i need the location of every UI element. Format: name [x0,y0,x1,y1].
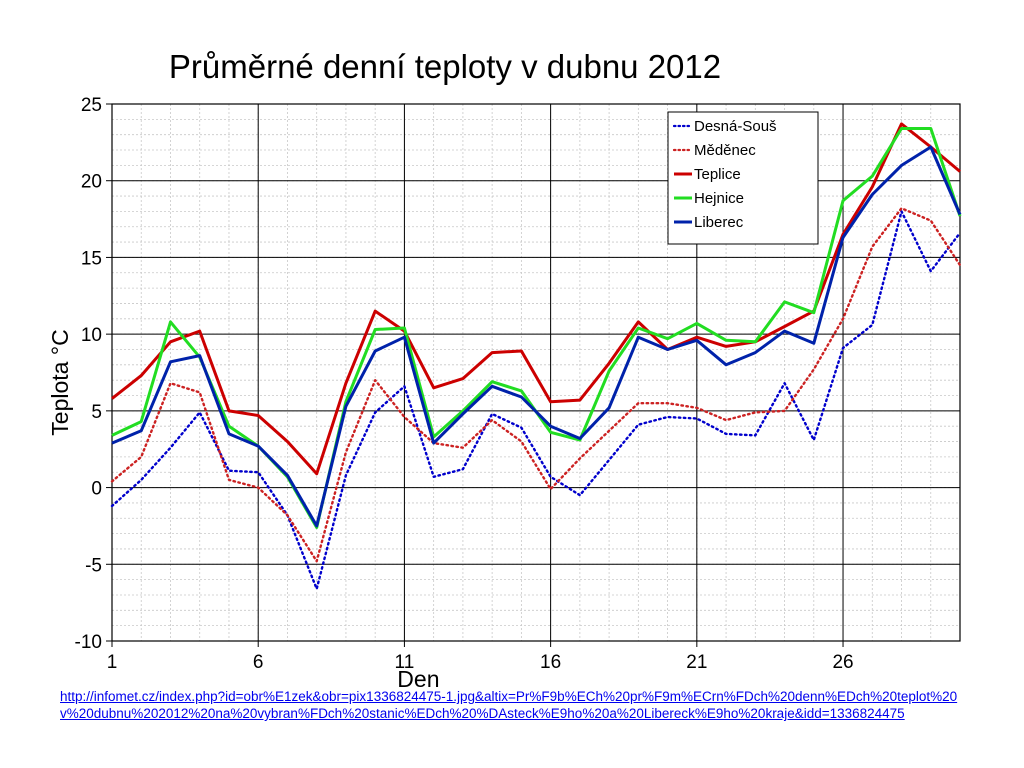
y-tick-label: 0 [91,479,102,500]
series-line-4 [111,127,962,529]
y-tick-label: -10 [75,632,102,653]
series-line-5 [111,145,962,528]
y-tick-label: 20 [81,172,102,193]
x-tick-label: 6 [253,652,264,673]
legend-box [667,111,819,245]
y-tick-label: 15 [81,248,102,269]
y-axis-label: Teplota °C [47,329,73,435]
legend-label: Teplice [694,166,741,183]
chart-title: Průměrné denní teploty v dubnu 2012 [169,48,721,85]
y-tick-label: 10 [81,325,102,346]
x-axis-ticks: 1 6 11 16 21 26 [107,641,854,673]
legend: Desná-Souš Měděnec Teplice Hejnice Liberec [667,111,819,245]
y-tick-label: 25 [81,95,102,116]
y-tick-label: 5 [91,402,102,423]
series-layer [110,122,962,590]
x-tick-label: 21 [686,652,707,673]
source-link[interactable]: http://infomet.cz/index.php?id=obr%E1zek… [60,689,958,721]
x-tick-label: 11 [395,652,415,673]
minor-grid [111,103,961,642]
x-axis-label: Den [397,666,439,690]
plot-frame [111,103,961,642]
series-line-1 [110,210,962,590]
legend-label: Desná-Souš [694,118,777,135]
y-tick-label: -5 [85,555,102,576]
y-axis-ticks: -10 -5 0 5 10 15 20 25 [75,95,112,653]
major-grid [111,103,960,642]
series-line-2 [110,207,962,563]
legend-label: Liberec [694,214,744,231]
series-line-3 [111,122,961,476]
legend-label: Měděnec [694,142,756,159]
x-tick-label: 1 [107,652,118,673]
x-tick-label: 26 [832,652,853,673]
legend-label: Hejnice [694,190,744,207]
x-tick-label: 16 [540,652,561,673]
temperature-chart: Průměrné denní teploty v dubnu 2012 -10-… [47,48,962,690]
